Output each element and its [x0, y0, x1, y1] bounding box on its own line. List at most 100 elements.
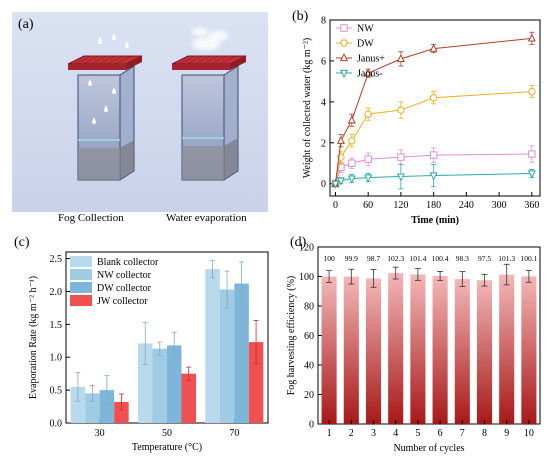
bar: [343, 276, 359, 424]
data-label: 97.5: [478, 254, 491, 263]
data-label: 98.7: [367, 254, 380, 263]
x-tick-label: 60: [363, 200, 373, 211]
data-point: [429, 94, 438, 102]
y-tick-label: 1.5: [50, 320, 63, 331]
bar: [454, 279, 470, 424]
y-axis-label: Weight of collected water (kg m⁻²): [302, 38, 313, 178]
data-point: [396, 173, 405, 182]
x-tick-label: 10: [524, 428, 534, 439]
y-axis-label: Evaporation Rate (kg m⁻² h⁻¹): [28, 276, 39, 399]
bar: [521, 276, 537, 424]
bar: [181, 373, 196, 423]
legend-swatch: [70, 282, 92, 293]
caption-fog-collection: Fog Collection: [58, 212, 124, 224]
legend-label: Blank collector: [97, 257, 159, 268]
x-tick-label: 6: [438, 428, 443, 439]
x-tick-label: 4: [393, 428, 398, 439]
series-janus-: [331, 163, 536, 190]
data-label: 101.4: [409, 254, 426, 263]
y-tick-label: 2.0: [50, 287, 63, 298]
panel-a: (a): [12, 12, 268, 224]
data-point: [348, 137, 356, 145]
x-tick-label: 3: [371, 428, 376, 439]
data-point: [339, 69, 349, 78]
legend-label: DW: [357, 39, 374, 50]
y-tick-label: 2: [321, 138, 326, 149]
data-point: [340, 24, 348, 32]
legend-swatch: [70, 295, 92, 306]
bar: [248, 342, 264, 423]
x-axis-label: Temperature (°C): [132, 442, 202, 453]
data-point: [336, 177, 345, 186]
legend-swatch: [70, 269, 92, 280]
legend-label: Janus-: [357, 69, 383, 80]
panel-b-label: (b): [292, 9, 309, 24]
panel-a-label: (a): [18, 17, 34, 32]
y-tick-label: 8: [321, 16, 326, 27]
legend: NW DW Janus+ Janus-: [336, 24, 385, 80]
x-tick-label: 120: [393, 200, 408, 211]
bar: [70, 386, 86, 423]
x-tick-label: 180: [426, 200, 441, 211]
data-point: [339, 53, 349, 62]
data-point: [364, 174, 373, 183]
panel-c-label: (c): [14, 235, 30, 250]
bar: [152, 348, 167, 423]
x-tick-label: 30: [95, 428, 105, 439]
data-label: 101.3: [498, 254, 515, 263]
legend-label: NW collector: [97, 270, 152, 281]
x-tick-label: 1: [327, 428, 332, 439]
y-tick-label: 1.0: [50, 353, 63, 364]
x-tick-label: 240: [459, 200, 474, 211]
data-point: [429, 172, 438, 181]
chart-b-collected-water: 0 60 120 180 240 300 360 0 2 4 6 8 Time (min) Weight …: [302, 16, 541, 226]
bar: [476, 280, 493, 424]
data-point: [347, 115, 356, 124]
bar: [234, 283, 249, 423]
bar: [138, 343, 153, 423]
y-tick-label: 120: [299, 243, 314, 254]
data-point: [347, 175, 356, 184]
y-tick-label: 0.0: [50, 419, 63, 430]
y-tick-label: 40: [304, 361, 314, 372]
x-axis-label: Time (min): [411, 215, 459, 226]
bar: [85, 393, 100, 423]
bar: [499, 274, 515, 424]
y-tick-label: 0.5: [50, 386, 63, 397]
y-tick-label: 6: [321, 56, 326, 67]
data-point: [364, 68, 373, 77]
legend-label: Janus+: [357, 54, 385, 65]
y-tick-label: 0: [309, 420, 314, 431]
y-tick-label: 2.5: [50, 254, 63, 265]
data-point: [364, 155, 372, 163]
panel-d-label: (d): [290, 235, 307, 250]
x-tick-label: 70: [229, 428, 239, 439]
x-tick-label: 7: [460, 428, 465, 439]
data-label: 98.3: [456, 254, 469, 263]
chart-d-fog-efficiency: 0 20 40 60 80 100 120 100 1 99.9 2 98.7 3 102.3 4 101.4…: [286, 243, 541, 454]
bar: [167, 345, 182, 423]
chart-c-evaporation-rate: 0.0 0.5 1.0 1.5 2.0 2.5 30 50 70 Temperature (°C)…: [28, 251, 269, 453]
data-label: 102.3: [387, 254, 404, 263]
data-point: [528, 87, 536, 96]
x-tick-label: 9: [504, 428, 509, 439]
legend-label: NW: [357, 24, 374, 35]
x-axis-label: Number of cycles: [393, 443, 464, 454]
x-tick-label: 2: [349, 428, 354, 439]
caption-water-evaporation: Water evaporation: [166, 212, 247, 224]
fog-collector-illustration: [67, 33, 143, 181]
y-tick-label: 4: [321, 97, 326, 108]
bar: [321, 276, 337, 424]
bar: [432, 275, 448, 424]
legend-label: DW collector: [97, 283, 152, 294]
bar: [99, 390, 115, 423]
data-point: [527, 33, 536, 42]
series-dw: [331, 85, 536, 188]
bar: [114, 401, 129, 423]
y-tick-label: 60: [304, 331, 314, 342]
data-point: [348, 159, 356, 167]
data-point: [331, 180, 340, 189]
bar: [388, 273, 404, 424]
x-tick-label: 300: [492, 200, 507, 211]
x-tick-label: 0: [333, 200, 338, 211]
